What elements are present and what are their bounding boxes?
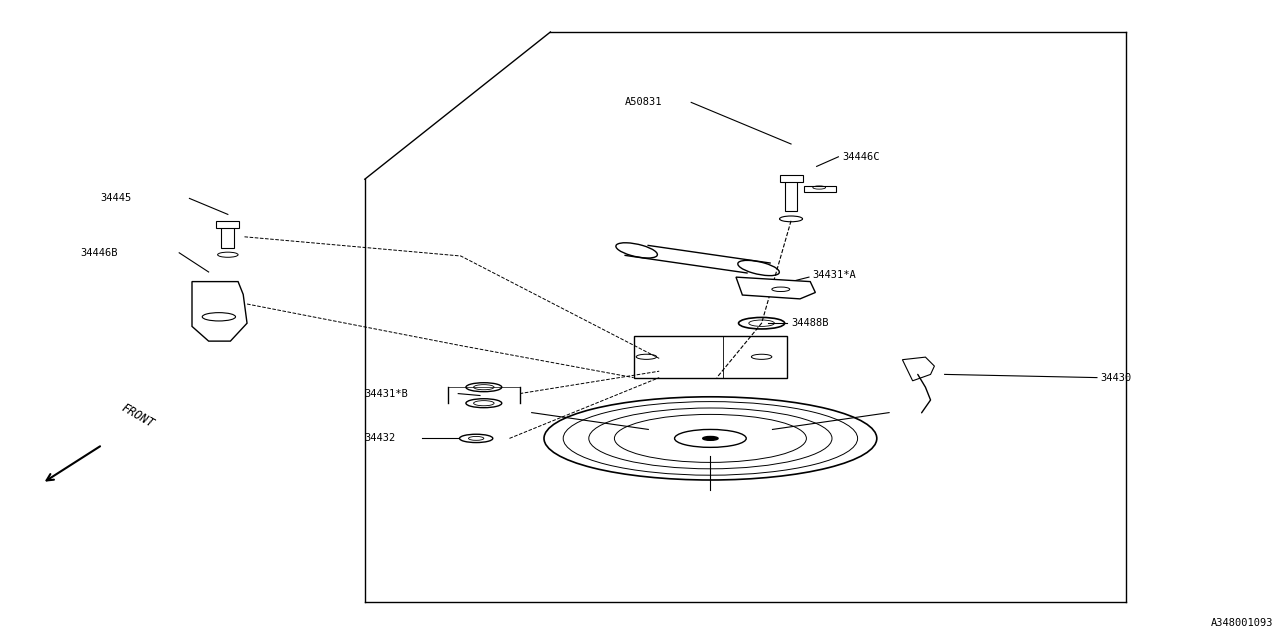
Text: 34488B: 34488B	[791, 318, 828, 328]
Text: A50831: A50831	[625, 97, 662, 108]
Bar	[448, 387, 520, 403]
Polygon shape	[192, 282, 247, 341]
Bar	[216, 221, 239, 228]
Bar	[634, 336, 787, 378]
Text: 34431*A: 34431*A	[813, 270, 856, 280]
Bar	[804, 186, 836, 192]
Text: 34446C: 34446C	[842, 152, 879, 162]
Text: 34431*B: 34431*B	[365, 388, 408, 399]
Text: 34432: 34432	[365, 433, 396, 444]
Polygon shape	[625, 245, 771, 273]
Text: A348001093: A348001093	[1211, 618, 1274, 628]
Text: 34445: 34445	[100, 193, 131, 204]
Bar	[221, 227, 234, 248]
Polygon shape	[902, 357, 934, 381]
Text: FRONT: FRONT	[119, 401, 156, 430]
Text: 34430: 34430	[1101, 372, 1132, 383]
Bar	[785, 179, 797, 211]
Polygon shape	[736, 277, 815, 299]
Bar	[780, 175, 803, 182]
Text: 34446B: 34446B	[81, 248, 118, 258]
Ellipse shape	[703, 436, 718, 440]
